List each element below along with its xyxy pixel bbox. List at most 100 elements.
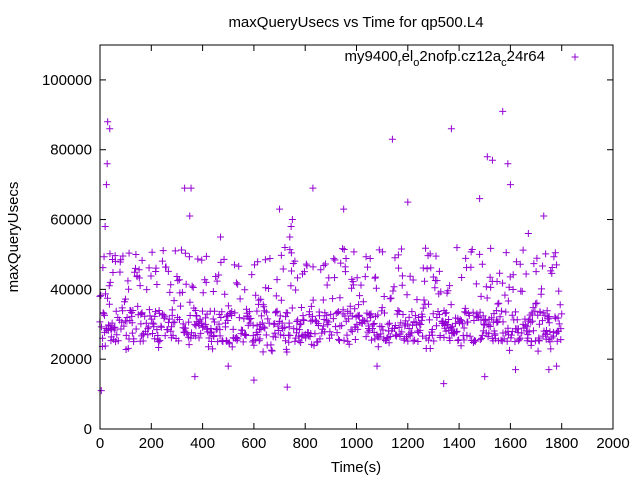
data-point — [360, 316, 368, 324]
data-point — [495, 299, 503, 307]
data-point — [331, 256, 339, 264]
data-point — [426, 250, 434, 258]
data-point — [366, 254, 374, 262]
data-point — [418, 313, 426, 321]
data-point — [414, 337, 422, 345]
data-point — [503, 337, 511, 345]
data-point — [342, 255, 350, 263]
data-point — [430, 337, 438, 345]
data-point — [408, 329, 416, 337]
data-point — [379, 326, 387, 334]
data-point — [364, 328, 372, 336]
data-point — [247, 315, 255, 323]
data-point — [135, 274, 143, 282]
data-point — [287, 267, 295, 275]
data-point — [300, 317, 308, 325]
data-point — [525, 328, 533, 336]
data-point — [145, 306, 153, 314]
data-point — [288, 304, 296, 312]
data-point — [148, 248, 156, 256]
data-point — [122, 331, 130, 339]
data-point — [442, 309, 450, 317]
data-point — [234, 280, 242, 288]
data-point — [532, 300, 540, 308]
data-point — [546, 338, 554, 346]
data-point-outlier — [388, 135, 396, 143]
data-point — [429, 273, 437, 281]
data-point — [272, 333, 280, 341]
data-point — [297, 320, 305, 328]
data-point — [206, 329, 214, 337]
data-point — [236, 295, 244, 303]
data-point — [319, 296, 327, 304]
data-point — [260, 303, 268, 311]
data-point — [201, 314, 209, 322]
data-point — [112, 307, 120, 315]
data-point — [413, 296, 421, 304]
data-point — [300, 268, 308, 276]
data-point — [100, 253, 108, 261]
data-point — [144, 325, 152, 333]
data-point — [370, 320, 378, 328]
data-point — [101, 311, 109, 319]
data-point — [391, 254, 399, 262]
data-point — [196, 315, 204, 323]
data-point — [337, 259, 345, 267]
data-point — [224, 302, 232, 310]
data-point — [487, 244, 495, 252]
data-point — [161, 332, 169, 340]
data-point — [452, 328, 460, 336]
data-point — [285, 338, 293, 346]
data-point — [165, 315, 173, 323]
data-point — [533, 299, 541, 307]
data-point-outlier — [250, 376, 258, 384]
data-point — [362, 333, 370, 341]
data-point — [256, 335, 264, 343]
data-point-outlier — [309, 184, 317, 192]
data-point — [264, 315, 272, 323]
data-point — [203, 310, 211, 318]
data-point — [215, 320, 223, 328]
data-point — [242, 330, 250, 338]
data-point — [235, 262, 243, 270]
data-point-outlier — [440, 380, 448, 388]
data-point — [166, 288, 174, 296]
data-point — [368, 324, 376, 332]
data-point — [462, 254, 470, 262]
data-point — [546, 328, 554, 336]
x-tick-label: 1800 — [545, 435, 578, 452]
data-point — [147, 272, 155, 280]
data-point — [248, 271, 256, 279]
data-point — [457, 342, 465, 350]
data-point — [283, 348, 291, 356]
data-point — [512, 258, 520, 266]
data-point — [491, 331, 499, 339]
data-point — [307, 317, 315, 325]
data-point — [220, 255, 228, 263]
data-point — [376, 333, 384, 341]
data-point — [502, 249, 510, 257]
data-point — [273, 307, 281, 315]
x-tick-label: 1000 — [340, 435, 373, 452]
data-point — [209, 288, 217, 296]
legend: my9400relo2nofp.cz12ac24r64 — [345, 48, 579, 69]
data-point — [511, 308, 519, 316]
data-point — [529, 304, 537, 312]
data-point-outlier — [504, 160, 512, 168]
data-point — [119, 307, 127, 315]
data-point — [386, 333, 394, 341]
data-point — [505, 283, 513, 291]
data-point — [504, 297, 512, 305]
data-point — [152, 264, 160, 272]
data-point — [114, 337, 122, 345]
data-point — [555, 320, 563, 328]
y-tick-label: 80000 — [50, 142, 92, 159]
data-point — [476, 336, 484, 344]
data-point-outlier — [217, 233, 225, 241]
data-point — [464, 318, 472, 326]
data-point — [319, 322, 327, 330]
data-point — [160, 311, 168, 319]
data-point — [472, 337, 480, 345]
data-point — [235, 314, 243, 322]
data-point — [496, 313, 504, 321]
